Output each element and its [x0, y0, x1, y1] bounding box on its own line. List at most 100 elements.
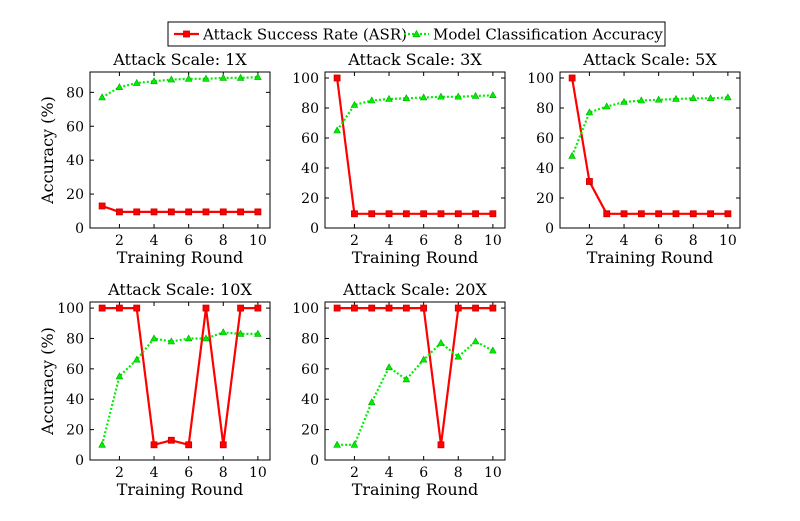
plot-frame [89, 71, 271, 229]
asr-point [237, 208, 244, 216]
asr-point [202, 208, 210, 216]
accuracy-line [101, 331, 258, 446]
chart-title: Attack Scale: 1X [112, 50, 247, 69]
y-tick-label: 100 [527, 71, 554, 87]
chart-panel-4: Attack Scale: 10X 0 20 40 60 80 100 2 4 6 8 10 Train… [38, 280, 271, 499]
y-tick-label: 80 [536, 101, 554, 117]
accuracy-point [454, 352, 463, 360]
x-tick-label: 10 [249, 465, 267, 481]
accuracy-point [115, 83, 124, 91]
y-tick-label: 0 [310, 221, 319, 237]
x-tick-label: 8 [454, 465, 463, 481]
accuracy-point [706, 94, 715, 102]
legend-asr-label: Attack Success Rate (ASR) [202, 26, 407, 44]
x-tick-label: 8 [454, 233, 463, 249]
chart-title: Attack Scale: 3X [347, 50, 482, 69]
asr-point [368, 304, 376, 312]
y-tick-label: 80 [301, 331, 319, 347]
accuracy-point [184, 74, 193, 82]
asr-point [167, 436, 175, 444]
y-tick-label: 100 [57, 301, 84, 317]
accuracy-point [471, 91, 480, 99]
y-tick-label: 60 [536, 131, 554, 147]
accuracy-line [571, 96, 728, 157]
accuracy-point [202, 74, 210, 82]
x-tick-label: 6 [419, 233, 428, 249]
accuracy-point [602, 102, 611, 110]
asr-point [167, 208, 175, 216]
asr-line [101, 204, 258, 213]
x-axis-label: Training Round [117, 480, 244, 499]
x-tick-label: 6 [419, 465, 428, 481]
y-tick-label: 0 [75, 221, 84, 237]
legend: Attack Success Rate (ASR) Model Classifi… [167, 21, 666, 47]
accuracy-point [471, 337, 480, 345]
asr-point [489, 304, 497, 312]
asr-point [472, 210, 479, 218]
accuracy-point [184, 334, 193, 342]
asr-point [219, 208, 227, 216]
accuracy-point [367, 398, 376, 406]
accuracy-point [132, 78, 141, 86]
asr-line [102, 307, 258, 446]
y-tick-label: 40 [66, 392, 84, 408]
x-axis-label: Training Round [117, 248, 244, 267]
accuracy-point [367, 96, 376, 104]
asr-point [402, 304, 410, 312]
asr-point [254, 304, 262, 312]
chart-panel-1: Attack Scale: 1X 0 20 40 60 80 2 4 6 8 10 Training … [38, 50, 271, 267]
accuracy-point [419, 93, 428, 101]
x-tick-label: 4 [150, 233, 159, 249]
y-tick-label: 20 [66, 187, 84, 203]
y-tick-label: 80 [66, 85, 84, 101]
plot-frame [89, 301, 271, 461]
y-tick-label: 0 [75, 453, 84, 469]
x-axis-label: Training Round [352, 480, 479, 499]
asr-line [571, 77, 728, 215]
legend-entry-asr: Attack Success Rate (ASR) [174, 26, 407, 44]
y-tick-label: 100 [292, 301, 319, 317]
y-tick-label: 40 [536, 161, 554, 177]
accuracy-point [585, 108, 594, 116]
x-tick-label: 6 [184, 233, 193, 249]
x-tick-label: 2 [585, 233, 594, 249]
accuracy-point [350, 440, 359, 448]
x-tick-label: 4 [385, 233, 394, 249]
y-tick-label: 40 [301, 161, 319, 177]
y-axis-label: Accuracy (%) [38, 327, 57, 436]
asr-point [420, 210, 428, 218]
x-tick-label: 6 [654, 233, 663, 249]
asr-point [116, 304, 123, 312]
asr-point [333, 74, 341, 82]
asr-point [185, 208, 193, 216]
asr-point [98, 202, 106, 210]
asr-point [202, 304, 210, 312]
y-tick-label: 60 [66, 119, 84, 135]
accuracy-point [132, 355, 141, 363]
chart-title: Attack Scale: 20X [342, 280, 487, 299]
x-tick-label: 4 [385, 465, 394, 481]
chart-title: Attack Scale: 5X [582, 50, 717, 69]
accuracy-point [219, 328, 228, 336]
accuracy-point [637, 96, 646, 104]
accuracy-point [568, 151, 576, 159]
asr-line [336, 77, 493, 215]
y-tick-label: 60 [301, 131, 319, 147]
accuracy-point [98, 93, 106, 101]
accuracy-point [254, 72, 262, 80]
y-tick-label: 60 [66, 362, 84, 378]
accuracy-point [489, 91, 497, 99]
accuracy-point [236, 73, 245, 81]
accuracy-point [219, 73, 228, 81]
y-tick-label: 0 [545, 221, 554, 237]
x-tick-label: 2 [350, 233, 359, 249]
asr-point [98, 304, 106, 312]
accuracy-point [437, 338, 445, 346]
x-tick-label: 10 [484, 465, 502, 481]
accuracy-point [333, 126, 341, 134]
accuracy-line [101, 76, 258, 99]
y-tick-label: 20 [301, 423, 319, 439]
asr-point [402, 210, 410, 218]
accuracy-point [385, 94, 393, 102]
accuracy-point [98, 440, 106, 448]
